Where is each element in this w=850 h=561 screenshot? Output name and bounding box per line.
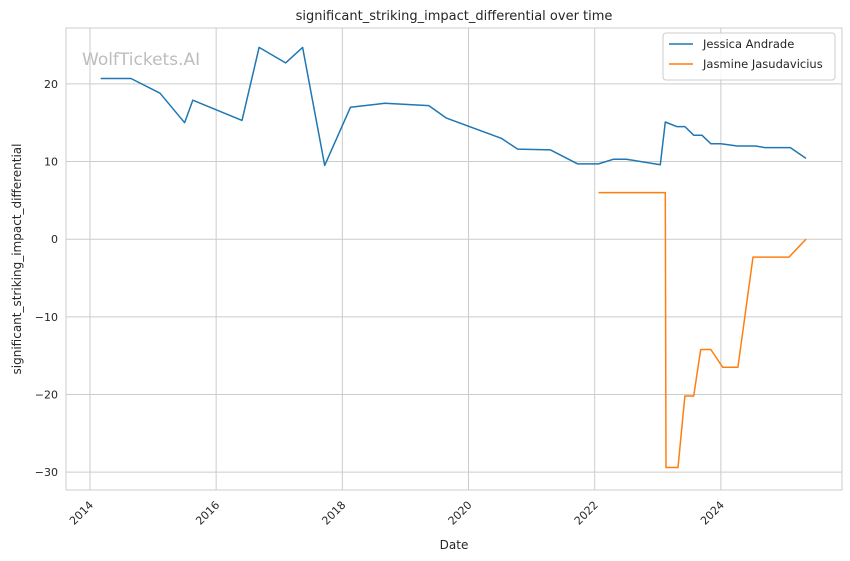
y-tick-label: −20 (35, 388, 58, 401)
legend-label-jessica: Jessica Andrade (702, 37, 794, 51)
y-tick-label: 0 (51, 233, 58, 246)
plot-frame (65, 27, 843, 491)
x-tick-label: 2016 (193, 499, 222, 528)
chart-title: significant_striking_impact_differential… (296, 9, 613, 24)
x-axis-label: Date (440, 538, 469, 552)
x-tick-label: 2020 (446, 499, 475, 528)
watermark: WolfTickets.AI (82, 50, 200, 70)
series-line-jasmine-jasudavicius (598, 191, 807, 469)
y-tick-label: 10 (44, 156, 58, 169)
x-tick-label: 2018 (319, 499, 348, 528)
series-line-jessica-andrade (100, 46, 807, 167)
x-tick-label: 2024 (698, 499, 727, 528)
y-tick-label: −10 (35, 311, 58, 324)
legend-label-jasmine: Jasmine Jasudavicius (702, 57, 823, 71)
y-axis-label: significant_striking_impact_differential (10, 144, 24, 375)
legend: Jessica Andrade Jasmine Jasudavicius (662, 32, 836, 81)
y-tick-label: 20 (44, 78, 58, 91)
x-tick-label: 2022 (572, 499, 601, 528)
x-tick-label: 2014 (67, 499, 96, 528)
y-tick-label: −30 (35, 466, 58, 479)
